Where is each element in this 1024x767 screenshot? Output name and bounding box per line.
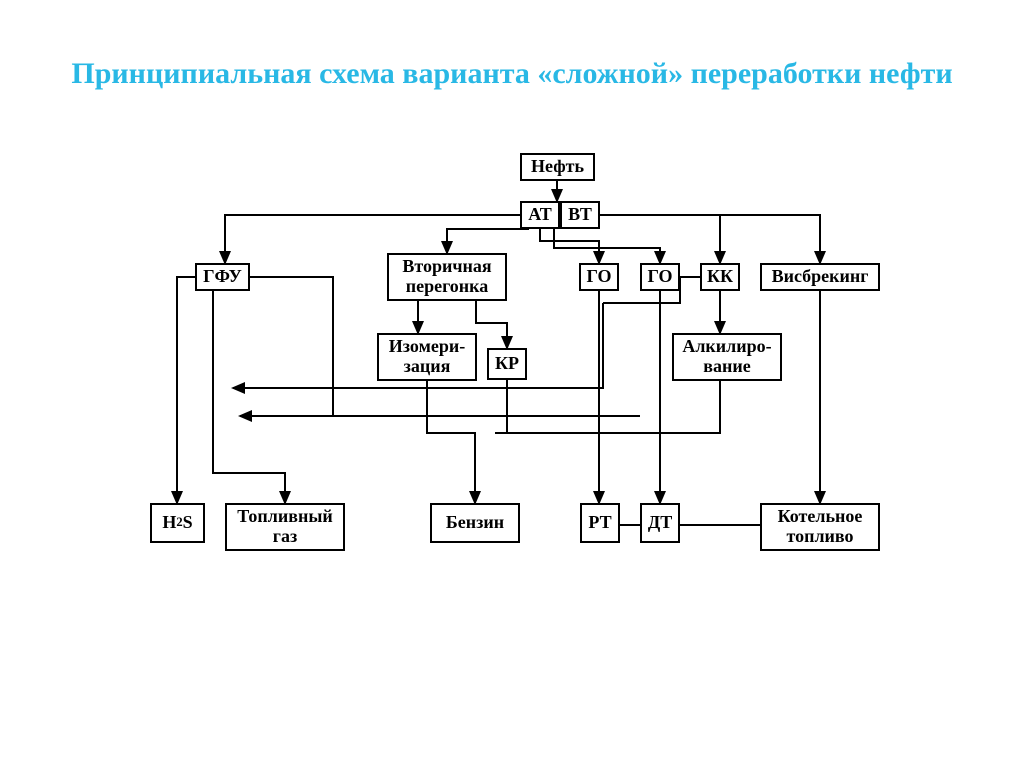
edge-16	[213, 291, 285, 503]
edge-9	[476, 301, 507, 348]
node-topgas: Топливный газ	[225, 503, 345, 551]
page-title: Принципиальная схема варианта «сложной» …	[0, 0, 1024, 93]
node-rt: РТ	[580, 503, 620, 543]
edge-2	[447, 229, 529, 253]
node-visb: Висбрекинг	[760, 263, 880, 291]
edges-layer	[0, 93, 1024, 693]
node-isom: Изомери- зация	[377, 333, 477, 381]
node-vt: ВТ	[560, 201, 600, 229]
node-h2s: H2S	[150, 503, 205, 543]
node-kr: КР	[487, 348, 527, 380]
node-oil: Нефть	[520, 153, 595, 181]
node-kotel: Котельное топливо	[760, 503, 880, 551]
node-go1: ГО	[579, 263, 619, 291]
edge-15	[177, 277, 195, 503]
node-alk: Алкилиро- вание	[672, 333, 782, 381]
node-gfu: ГФУ	[195, 263, 250, 291]
node-at: АТ	[520, 201, 560, 229]
edge-4	[554, 229, 660, 263]
node-vtor: Вторичная перегонка	[387, 253, 507, 301]
edge-3	[540, 229, 599, 263]
edge-14	[495, 381, 720, 433]
node-kk: КК	[700, 263, 740, 291]
edge-12	[427, 381, 475, 503]
flowchart: Нефть АТВТ ГФУ Вторичная перегонка ГО ГО КК Вис…	[0, 93, 1024, 693]
node-go2: ГО	[640, 263, 680, 291]
edge-6	[600, 215, 820, 263]
edge-5	[600, 215, 720, 263]
node-benzin: Бензин	[430, 503, 520, 543]
node-dt: ДТ	[640, 503, 680, 543]
